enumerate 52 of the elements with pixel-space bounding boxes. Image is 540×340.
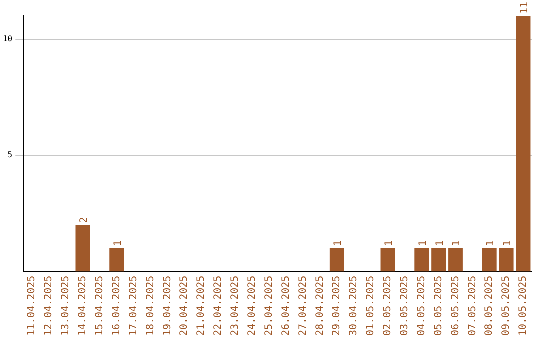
x-tick-label: 04.05.2025	[416, 276, 428, 336]
bar	[380, 248, 396, 272]
x-tick-label: 17.04.2025	[128, 276, 140, 336]
data-label: 2	[78, 217, 90, 224]
x-tick-label: 05.05.2025	[433, 276, 444, 336]
data-label: 1	[418, 240, 429, 247]
x-tick-label: 22.04.2025	[213, 276, 224, 336]
data-label: 1	[486, 240, 497, 247]
y-tick-label: 10	[2, 34, 13, 44]
x-tick-label: 29.04.2025	[332, 276, 343, 336]
x-tick-label: 01.05.2025	[366, 276, 377, 336]
bar	[499, 248, 514, 272]
x-tick-label: 21.04.2025	[196, 276, 208, 336]
bar	[330, 248, 344, 272]
x-tick-label: 14.04.2025	[78, 276, 89, 336]
x-tick-label: 19.04.2025	[162, 276, 174, 336]
data-label: 1	[112, 240, 124, 247]
x-tick-label: 15.04.2025	[94, 276, 106, 336]
x-tick-label: 28.04.2025	[314, 276, 326, 336]
x-tick-label: 02.05.2025	[382, 276, 394, 336]
bar	[482, 248, 497, 272]
x-tick-label: 24.04.2025	[246, 276, 258, 336]
x-tick-label: 08.05.2025	[484, 276, 496, 336]
data-label: 1	[384, 240, 395, 247]
x-tick-label: 16.04.2025	[111, 276, 122, 336]
x-tick-label: 03.05.2025	[400, 276, 410, 336]
bar	[76, 225, 90, 272]
data-label: 11	[520, 2, 531, 14]
x-tick-label: 27.04.2025	[298, 276, 309, 336]
bar	[414, 248, 430, 272]
x-tick-label: 11.04.2025	[26, 276, 38, 336]
x-tick-label: 26.04.2025	[280, 276, 292, 336]
y-tick-label: 5	[8, 150, 13, 160]
x-tick-label: 10.05.2025	[518, 276, 530, 336]
x-tick-label: 23.04.2025	[230, 276, 242, 336]
x-tick-label: 20.04.2025	[179, 276, 190, 336]
x-tick-label: 09.05.2025	[501, 276, 512, 336]
data-label: 1	[502, 240, 514, 247]
bar	[432, 248, 446, 272]
data-label: 1	[333, 240, 344, 247]
x-tick-label: 07.05.2025	[467, 276, 478, 336]
x-tick-label: 06.05.2025	[450, 276, 462, 336]
bar	[110, 248, 124, 272]
x-tick-label: 18.04.2025	[145, 276, 156, 336]
bar	[448, 248, 463, 272]
x-tick-label: 25.04.2025	[264, 276, 275, 336]
data-label: 1	[434, 240, 446, 247]
x-tick-label: 13.04.2025	[60, 276, 72, 336]
data-label: 1	[452, 240, 463, 247]
x-tick-label: 12.04.2025	[44, 276, 55, 336]
bar	[516, 16, 531, 272]
x-tick-label: 30.04.2025	[348, 276, 360, 336]
